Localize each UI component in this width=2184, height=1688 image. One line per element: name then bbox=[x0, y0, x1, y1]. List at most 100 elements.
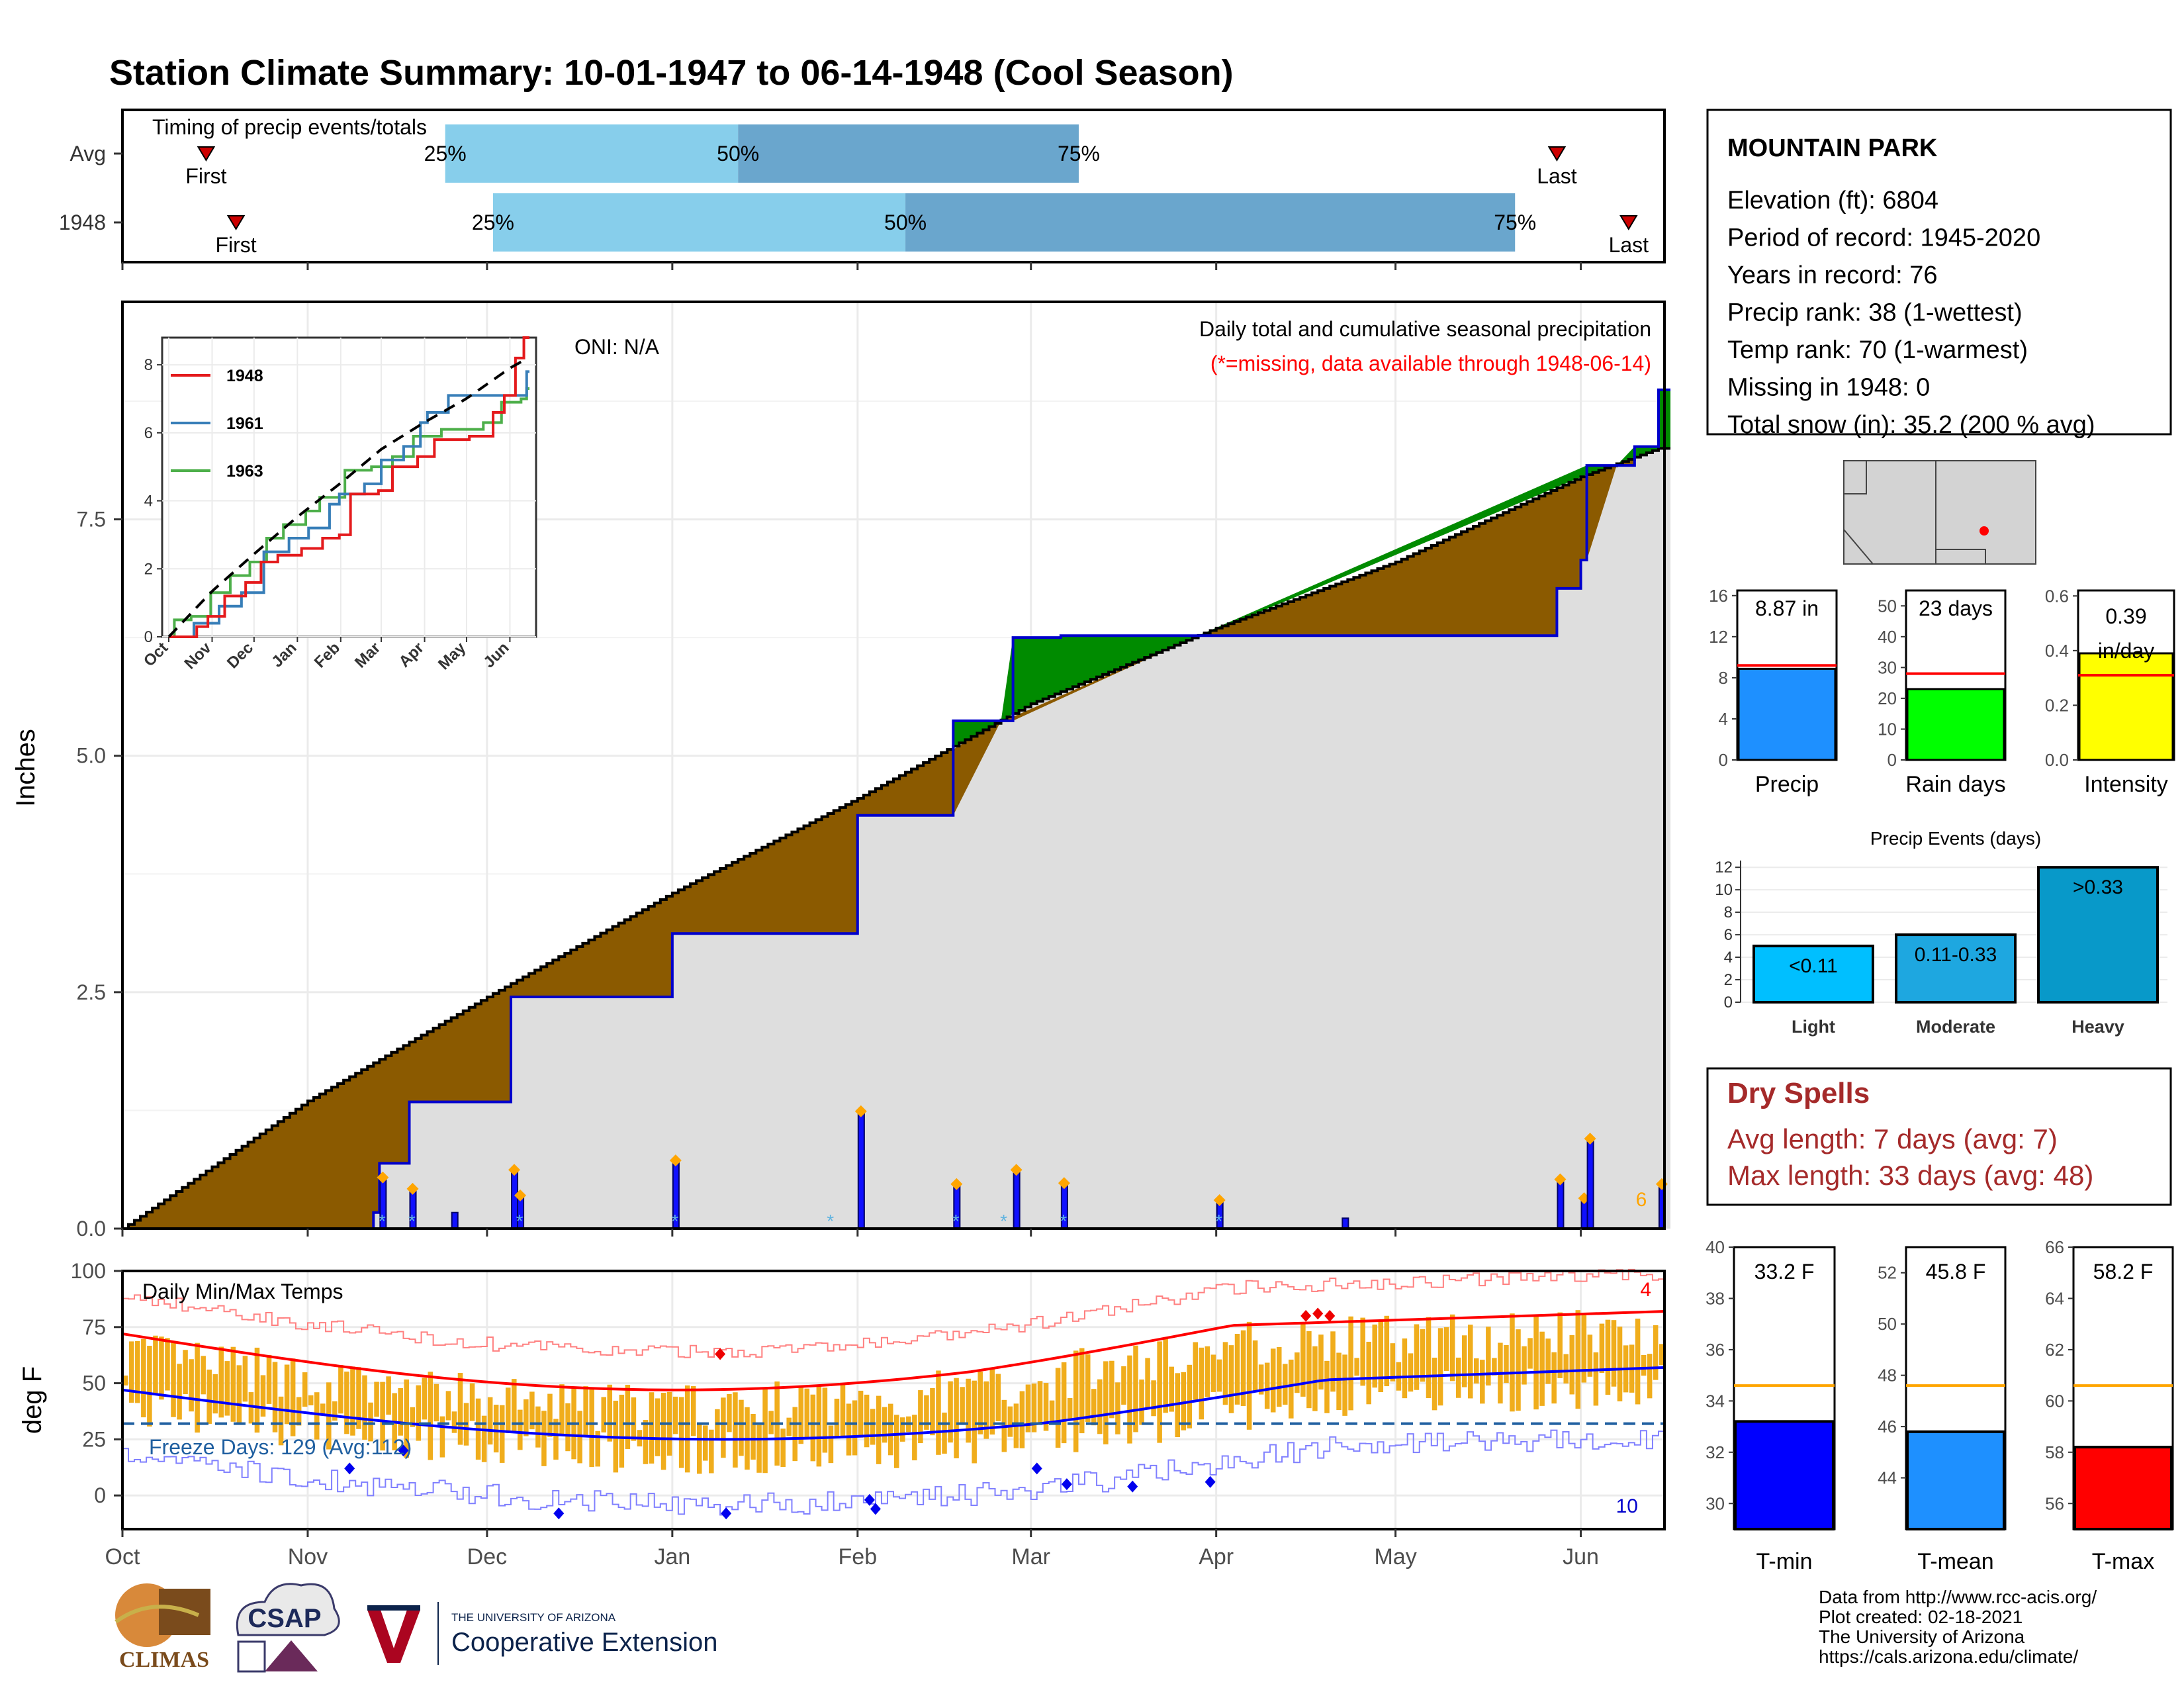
daily-temp-bar bbox=[912, 1415, 917, 1461]
daily-temp-bar bbox=[189, 1359, 194, 1412]
daily-temp-bar bbox=[1049, 1400, 1055, 1421]
daily-temp-bar bbox=[1420, 1329, 1426, 1382]
station-location-marker bbox=[1979, 526, 1989, 536]
inset-legend-label: 1961 bbox=[226, 414, 263, 433]
daily-temp-bar bbox=[1037, 1381, 1043, 1423]
precip-title: Daily total and cumulative seasonal prec… bbox=[1199, 317, 1651, 341]
daily-temp-bar bbox=[1533, 1315, 1539, 1410]
snow-marker bbox=[1010, 1164, 1023, 1176]
missing-marker: * bbox=[671, 1211, 678, 1231]
footer-line: https://cals.arizona.edu/climate/ bbox=[1819, 1646, 2078, 1667]
daily-temp-bar bbox=[978, 1372, 983, 1434]
daily-temp-bar bbox=[410, 1407, 416, 1427]
daily-temp-bar bbox=[416, 1385, 422, 1441]
daily-temp-bar bbox=[1408, 1353, 1414, 1392]
y-tick-label: 100 bbox=[71, 1259, 106, 1283]
daily-temp-bar bbox=[242, 1356, 248, 1402]
daily-temp-bar bbox=[756, 1425, 762, 1473]
daily-temp-bar bbox=[254, 1347, 260, 1433]
snow-marker bbox=[514, 1189, 527, 1201]
daily-temp-bar bbox=[422, 1378, 428, 1420]
daily-temp-bar bbox=[1169, 1366, 1174, 1412]
mini-y-label: 12 bbox=[1709, 627, 1728, 647]
ua-big-text: Cooperative Extension bbox=[451, 1628, 717, 1657]
temp-y-label: 36 bbox=[1706, 1340, 1725, 1360]
daily-temp-bar bbox=[1659, 1344, 1664, 1366]
daily-temp-bar bbox=[989, 1369, 995, 1435]
daily-temp-bar bbox=[553, 1419, 559, 1460]
daily-temp-bar bbox=[1246, 1321, 1252, 1430]
record-high-marker bbox=[1300, 1309, 1312, 1322]
events-y-label: 6 bbox=[1724, 926, 1733, 944]
daily-temp-bar bbox=[350, 1366, 355, 1436]
daily-temp-bar bbox=[733, 1392, 738, 1468]
daily-temp-bar bbox=[171, 1342, 176, 1417]
first-label: First bbox=[215, 233, 256, 257]
inset-y-label: 6 bbox=[144, 424, 153, 442]
station-info-line: Elevation (ft): 6804 bbox=[1727, 187, 1938, 214]
daily-temp-bar bbox=[1283, 1364, 1288, 1405]
y-tick-label: 2.5 bbox=[77, 980, 106, 1004]
temp-y-label: 62 bbox=[2045, 1340, 2064, 1360]
daily-temp-bar bbox=[505, 1387, 511, 1433]
month-label: Jun bbox=[1563, 1544, 1599, 1570]
last-marker bbox=[1619, 215, 1638, 230]
daily-temp-bar bbox=[523, 1399, 529, 1436]
daily-precip-bar bbox=[1557, 1180, 1565, 1229]
daily-precip-bar bbox=[1586, 1140, 1594, 1229]
record-max-line bbox=[122, 1268, 1664, 1358]
daily-temp-bar bbox=[1079, 1348, 1085, 1434]
daily-temp-bar bbox=[469, 1383, 475, 1421]
mini-bar-name: Intensity bbox=[2084, 772, 2168, 797]
record-low-marker bbox=[864, 1493, 875, 1506]
snow-marker bbox=[854, 1105, 867, 1117]
daily-temp-bar bbox=[1264, 1362, 1270, 1409]
q50-label: 50% bbox=[717, 142, 759, 165]
y-tick-label: 50 bbox=[82, 1372, 106, 1395]
daily-temp-bar bbox=[1653, 1325, 1659, 1380]
inset-x-label: Mar bbox=[351, 639, 384, 671]
daily-temp-bar bbox=[230, 1346, 236, 1422]
daily-temp-bar bbox=[942, 1412, 947, 1454]
daily-temp-bar bbox=[314, 1392, 320, 1440]
timing-panel: Timing of precip events/totals Avg 25% 50% 7… bbox=[59, 109, 1666, 270]
daily-temp-bar bbox=[1474, 1358, 1479, 1383]
daily-temp-bar bbox=[1527, 1338, 1533, 1369]
daily-temp-bar bbox=[1073, 1350, 1079, 1452]
y-tick-label: 75 bbox=[82, 1315, 106, 1339]
daily-temp-bar bbox=[983, 1381, 989, 1439]
record-high-marker bbox=[715, 1348, 726, 1360]
month-label: Dec bbox=[467, 1544, 507, 1570]
record-low-marker bbox=[1127, 1480, 1138, 1493]
average-cumulative-line bbox=[122, 447, 1671, 1230]
daily-temp-bar bbox=[972, 1380, 977, 1464]
temp-y-label: 50 bbox=[1878, 1314, 1897, 1334]
temp-value-label: 45.8 F bbox=[1926, 1260, 1986, 1284]
snow-marker bbox=[508, 1164, 521, 1176]
daily-temp-bar bbox=[518, 1409, 523, 1450]
mini-y-label: 16 bbox=[1709, 586, 1728, 606]
daily-temp-bar bbox=[512, 1379, 517, 1432]
daily-temp-bar bbox=[439, 1416, 445, 1458]
daily-temp-bar bbox=[995, 1374, 1001, 1422]
daily-temp-bar bbox=[135, 1340, 140, 1403]
temp-bar-value bbox=[2073, 1446, 2173, 1531]
daily-temp-bar bbox=[1354, 1358, 1359, 1376]
freeze-days-label: Freeze Days: 129 (Avg:112) bbox=[149, 1435, 412, 1459]
daily-temp-bar bbox=[1569, 1335, 1575, 1395]
daily-temp-bar bbox=[703, 1425, 708, 1461]
daily-temp-bar bbox=[1587, 1335, 1593, 1377]
average-min-line bbox=[122, 1366, 1665, 1441]
daily-temp-bar bbox=[1635, 1318, 1641, 1405]
daily-temp-bar bbox=[1647, 1354, 1653, 1399]
daily-temp-bar bbox=[1581, 1315, 1587, 1383]
daily-temp-bar bbox=[846, 1403, 852, 1456]
daily-temp-bar bbox=[727, 1393, 732, 1432]
daily-temp-bar bbox=[1467, 1325, 1473, 1399]
daily-temp-bar bbox=[619, 1394, 625, 1468]
daily-temp-bar bbox=[1115, 1382, 1120, 1434]
temp-y-label: 58 bbox=[2045, 1442, 2064, 1462]
daily-temp-bar bbox=[404, 1379, 409, 1458]
first-label: First bbox=[185, 164, 226, 188]
